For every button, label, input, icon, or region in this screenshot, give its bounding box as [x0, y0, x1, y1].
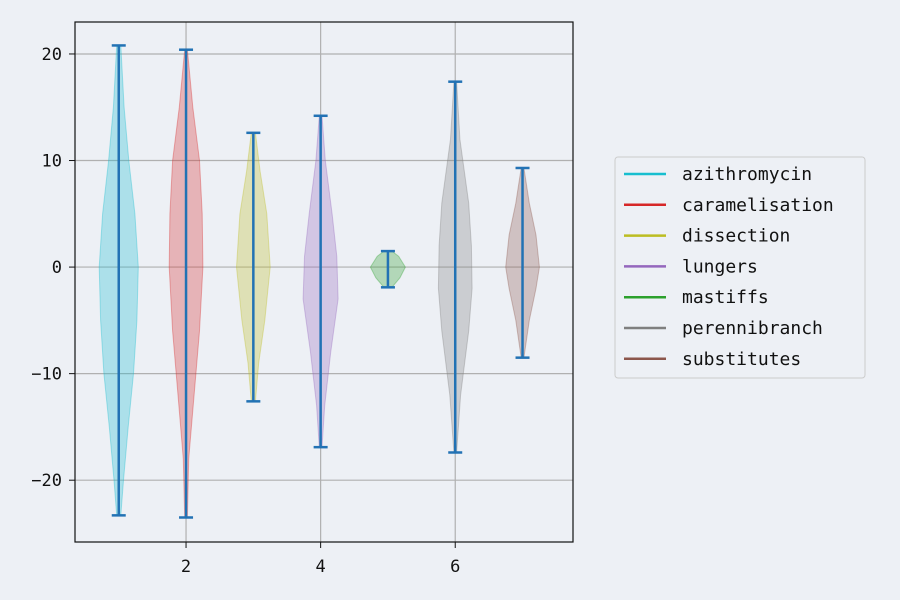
y-tick-label: −20 — [31, 471, 62, 491]
whiskers — [111, 44, 530, 519]
legend-label: perennibranch — [682, 318, 823, 339]
legend-label: dissection — [682, 226, 790, 247]
y-tick-label: 0 — [52, 258, 62, 278]
whisker-caramelisation — [179, 48, 194, 519]
legend-label: lungers — [682, 256, 758, 277]
whisker-substitutes — [515, 166, 530, 359]
x-tick-label: 4 — [316, 557, 326, 577]
legend: azithromycin caramelisation dissection lung… — [614, 156, 866, 379]
legend-label: substitutes — [682, 349, 801, 370]
y-tick-label: 10 — [42, 152, 62, 172]
whisker-azithromycin — [111, 44, 126, 517]
y-tick-label: 20 — [42, 45, 62, 65]
plot-background — [75, 22, 573, 542]
legend-box — [614, 156, 866, 379]
whisker-dissection — [246, 131, 261, 403]
x-tick-label: 2 — [181, 557, 191, 577]
x-tick-label: 6 — [450, 557, 460, 577]
y-tick-label: −10 — [31, 365, 62, 385]
whisker-perennibranch — [448, 80, 463, 454]
axis-ticks: 2 4 6 20 10 0 −10 −20 — [31, 45, 460, 577]
legend-label: azithromycin — [682, 164, 812, 185]
legend-label: mastiffs — [682, 287, 769, 308]
legend-label: caramelisation — [682, 195, 834, 216]
plot-frame — [74, 21, 574, 543]
whisker-mastiffs — [380, 249, 395, 289]
whisker-lungers — [313, 114, 328, 449]
